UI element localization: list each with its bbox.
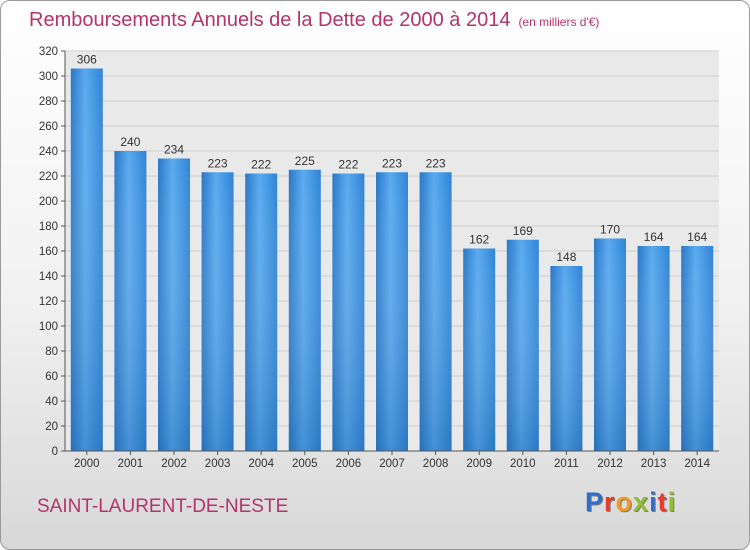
commune-name: SAINT-LAURENT-DE-NESTE bbox=[37, 496, 289, 517]
bar-value-label: 170 bbox=[600, 223, 620, 237]
bar-value-label: 164 bbox=[644, 230, 664, 244]
logo-letter: t bbox=[657, 487, 668, 517]
x-tick-label: 2011 bbox=[554, 458, 579, 470]
y-tick-label: 220 bbox=[39, 171, 58, 183]
bar-value-label: 222 bbox=[338, 158, 358, 172]
x-tick-label: 2000 bbox=[74, 458, 100, 470]
x-tick-label: 2014 bbox=[684, 458, 710, 470]
bar-value-label: 234 bbox=[164, 143, 184, 157]
x-tick-label: 2001 bbox=[118, 458, 144, 470]
bar-shade bbox=[332, 173, 365, 451]
bar-shade bbox=[245, 173, 278, 451]
y-tick-label: 280 bbox=[39, 96, 58, 108]
bar-shade bbox=[70, 68, 103, 451]
y-tick-label: 0 bbox=[52, 446, 58, 458]
y-tick-label: 180 bbox=[39, 221, 58, 233]
bar-value-label: 225 bbox=[295, 154, 315, 168]
y-tick-label: 160 bbox=[39, 246, 58, 258]
bar-shade bbox=[201, 172, 234, 451]
bar-shade bbox=[681, 246, 714, 451]
x-tick-label: 2008 bbox=[423, 458, 449, 470]
x-tick-label: 2013 bbox=[641, 458, 667, 470]
bar-value-label: 148 bbox=[556, 250, 576, 264]
logo-letter: i bbox=[667, 487, 677, 517]
y-tick-label: 60 bbox=[45, 371, 58, 383]
logo-letter: i bbox=[649, 487, 658, 517]
logo-letter: r bbox=[604, 487, 616, 517]
chart-title-text: Remboursements Annuels de la Dette de 20… bbox=[29, 9, 511, 31]
x-tick-label: 2007 bbox=[379, 458, 405, 470]
x-tick-label: 2004 bbox=[248, 458, 274, 470]
y-tick-label: 240 bbox=[39, 146, 58, 158]
proxiti-logo: Proxiti bbox=[585, 487, 676, 518]
x-tick-label: 2003 bbox=[205, 458, 231, 470]
logo-letter: o bbox=[615, 487, 634, 517]
bar-value-label: 223 bbox=[382, 156, 402, 170]
y-tick-label: 20 bbox=[45, 421, 58, 433]
bar-shade bbox=[594, 238, 626, 451]
bar-value-label: 223 bbox=[208, 156, 228, 170]
x-tick-label: 2010 bbox=[510, 458, 536, 470]
bar-shade bbox=[506, 239, 539, 451]
y-tick-label: 80 bbox=[45, 346, 58, 358]
x-tick-label: 2012 bbox=[597, 458, 623, 470]
logo-letter: P bbox=[585, 487, 605, 517]
bar-value-label: 223 bbox=[426, 156, 446, 170]
logo-letter: x bbox=[633, 487, 650, 517]
y-tick-label: 140 bbox=[39, 271, 58, 283]
bar-shade bbox=[114, 151, 147, 451]
y-tick-label: 40 bbox=[45, 396, 58, 408]
y-tick-label: 320 bbox=[39, 46, 58, 58]
chart-unit: (en milliers d'€) bbox=[518, 15, 600, 29]
bar-shade bbox=[419, 172, 452, 451]
bar-shade bbox=[376, 172, 408, 451]
bar-value-label: 306 bbox=[77, 53, 97, 67]
y-tick-label: 120 bbox=[39, 296, 58, 308]
x-tick-label: 2002 bbox=[161, 458, 187, 470]
bar-value-label: 222 bbox=[251, 158, 271, 172]
bar-value-label: 240 bbox=[120, 135, 140, 149]
bar-shade bbox=[637, 246, 670, 451]
chart-title: Remboursements Annuels de la Dette de 20… bbox=[29, 9, 599, 32]
x-tick-label: 2006 bbox=[336, 458, 362, 470]
bar-shade bbox=[288, 169, 321, 451]
x-tick-label: 2005 bbox=[292, 458, 318, 470]
bar-value-label: 169 bbox=[513, 224, 533, 238]
bar-shade bbox=[550, 266, 583, 451]
bar-value-label: 162 bbox=[469, 233, 489, 247]
bar-shade bbox=[463, 248, 496, 451]
y-tick-label: 100 bbox=[39, 321, 58, 333]
y-tick-label: 300 bbox=[39, 71, 58, 83]
y-tick-label: 200 bbox=[39, 196, 58, 208]
bar-shade bbox=[158, 158, 190, 451]
y-tick-label: 260 bbox=[39, 121, 58, 133]
x-tick-label: 2009 bbox=[466, 458, 492, 470]
bar-value-label: 164 bbox=[687, 230, 707, 244]
